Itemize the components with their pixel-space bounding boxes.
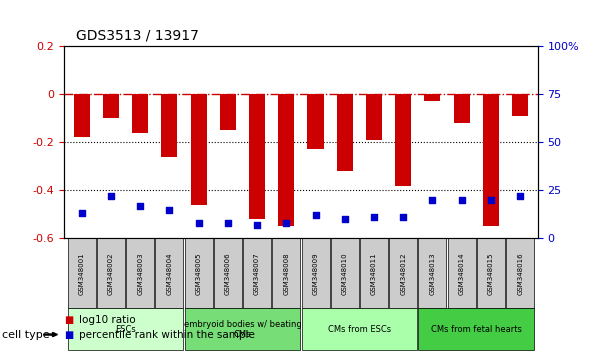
Bar	[477, 239, 505, 308]
Bar	[395, 94, 411, 185]
Bar	[301, 308, 417, 350]
Text: ESCs: ESCs	[115, 325, 136, 334]
Bar	[273, 239, 301, 308]
Bar	[214, 239, 242, 308]
Text: GSM348011: GSM348011	[371, 252, 377, 295]
Point	[77, 211, 87, 216]
Point	[457, 197, 467, 203]
Text: CMs from fetal hearts: CMs from fetal hearts	[431, 325, 522, 334]
Bar	[483, 94, 499, 227]
Bar	[155, 239, 183, 308]
Text: log10 ratio: log10 ratio	[79, 315, 136, 325]
Bar	[243, 239, 271, 308]
Text: GSM348015: GSM348015	[488, 252, 494, 295]
Point	[223, 220, 233, 226]
Point	[369, 215, 379, 220]
Point	[282, 220, 291, 226]
Bar	[278, 94, 295, 227]
Bar	[419, 308, 534, 350]
Point	[252, 222, 262, 228]
Bar	[191, 94, 207, 205]
Point	[486, 197, 496, 203]
Text: GSM348013: GSM348013	[430, 252, 436, 295]
Bar	[512, 94, 528, 116]
Point	[515, 193, 525, 199]
Bar	[301, 239, 329, 308]
Text: GSM348014: GSM348014	[459, 252, 465, 295]
Point	[398, 215, 408, 220]
Bar	[126, 239, 154, 308]
Bar	[97, 239, 125, 308]
Text: ■: ■	[64, 330, 73, 339]
Bar	[220, 94, 236, 130]
Bar	[360, 239, 388, 308]
Text: cell type: cell type	[2, 330, 49, 339]
Bar	[68, 239, 96, 308]
Text: GSM348010: GSM348010	[342, 252, 348, 295]
Text: GSM348004: GSM348004	[166, 252, 172, 295]
Bar	[74, 94, 90, 137]
Point	[135, 203, 145, 209]
Text: GSM348002: GSM348002	[108, 252, 114, 295]
Bar	[448, 239, 476, 308]
Bar	[249, 94, 265, 219]
Bar	[419, 239, 447, 308]
Text: embryoid bodies w/ beating
CMs: embryoid bodies w/ beating CMs	[183, 320, 301, 339]
Bar	[453, 94, 470, 123]
Bar	[389, 239, 417, 308]
Bar	[307, 94, 324, 149]
Text: GSM348012: GSM348012	[400, 252, 406, 295]
Text: GSM348003: GSM348003	[137, 252, 143, 295]
Text: GSM348009: GSM348009	[313, 252, 318, 295]
Text: GSM348005: GSM348005	[196, 252, 202, 295]
Text: CMs from ESCs: CMs from ESCs	[328, 325, 391, 334]
Bar	[185, 308, 301, 350]
Bar	[161, 94, 177, 157]
Text: percentile rank within the sample: percentile rank within the sample	[79, 330, 255, 339]
Bar	[506, 239, 534, 308]
Text: GSM348008: GSM348008	[284, 252, 289, 295]
Point	[428, 197, 437, 203]
Text: GDS3513 / 13917: GDS3513 / 13917	[76, 28, 199, 42]
Bar	[132, 94, 148, 133]
Point	[340, 216, 349, 222]
Bar	[68, 308, 183, 350]
Bar	[425, 94, 441, 101]
Bar	[337, 94, 353, 171]
Text: GSM348016: GSM348016	[517, 252, 523, 295]
Text: GSM348001: GSM348001	[79, 252, 85, 295]
Text: GSM348007: GSM348007	[254, 252, 260, 295]
Bar	[331, 239, 359, 308]
Point	[106, 193, 116, 199]
Point	[164, 207, 174, 212]
Text: GSM348006: GSM348006	[225, 252, 231, 295]
Point	[194, 220, 203, 226]
Bar	[366, 94, 382, 140]
Point	[310, 212, 320, 218]
Bar	[103, 94, 119, 118]
Text: ■: ■	[64, 315, 73, 325]
Bar	[185, 239, 213, 308]
